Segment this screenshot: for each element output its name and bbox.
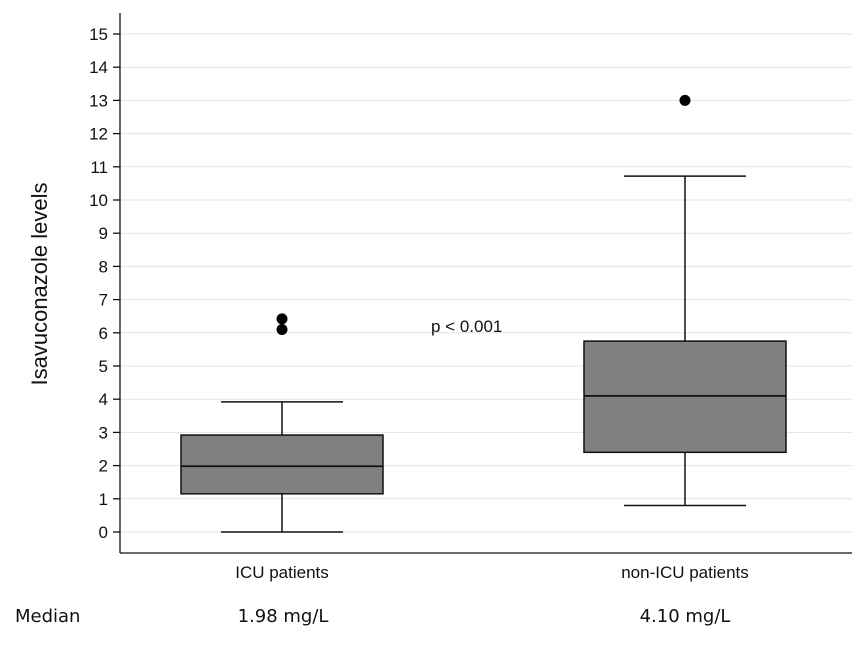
y-tick-label: 4 [99,390,108,409]
y-tick-label: 9 [99,224,108,243]
median-row-label: Median [15,606,80,627]
y-tick-label: 10 [89,191,108,210]
y-tick-label: 2 [99,457,108,476]
y-tick-label: 14 [89,58,108,77]
y-tick-label: 0 [99,523,108,542]
y-tick-label: 5 [99,357,108,376]
median-value-non-icu: 4.10 mg/L [640,606,731,627]
box-iqr [180,434,384,495]
y-tick-label: 1 [99,490,108,509]
median-value-icu: 1.98 mg/L [238,606,329,627]
outlier-point [276,313,288,325]
y-tick-label: 7 [99,291,108,310]
y-axis-title: Isavuconazole levels [27,182,52,385]
x-category-label-non-icu: non-ICU patients [621,563,749,582]
y-tick-label: 15 [89,25,108,44]
y-tick-label: 12 [89,125,108,144]
y-tick-label: 8 [99,257,108,276]
box-series [180,94,787,533]
y-tick-label: 6 [99,324,108,343]
outlier-point [679,94,691,106]
p-value-annotation: p < 0.001 [431,317,502,336]
outlier-point [276,323,288,335]
x-category-label-icu: ICU patients [235,563,329,582]
y-tick-label: 13 [89,91,108,110]
y-tick-label: 3 [99,423,108,442]
y-tick-label: 11 [90,158,108,177]
gridlines [120,33,852,533]
